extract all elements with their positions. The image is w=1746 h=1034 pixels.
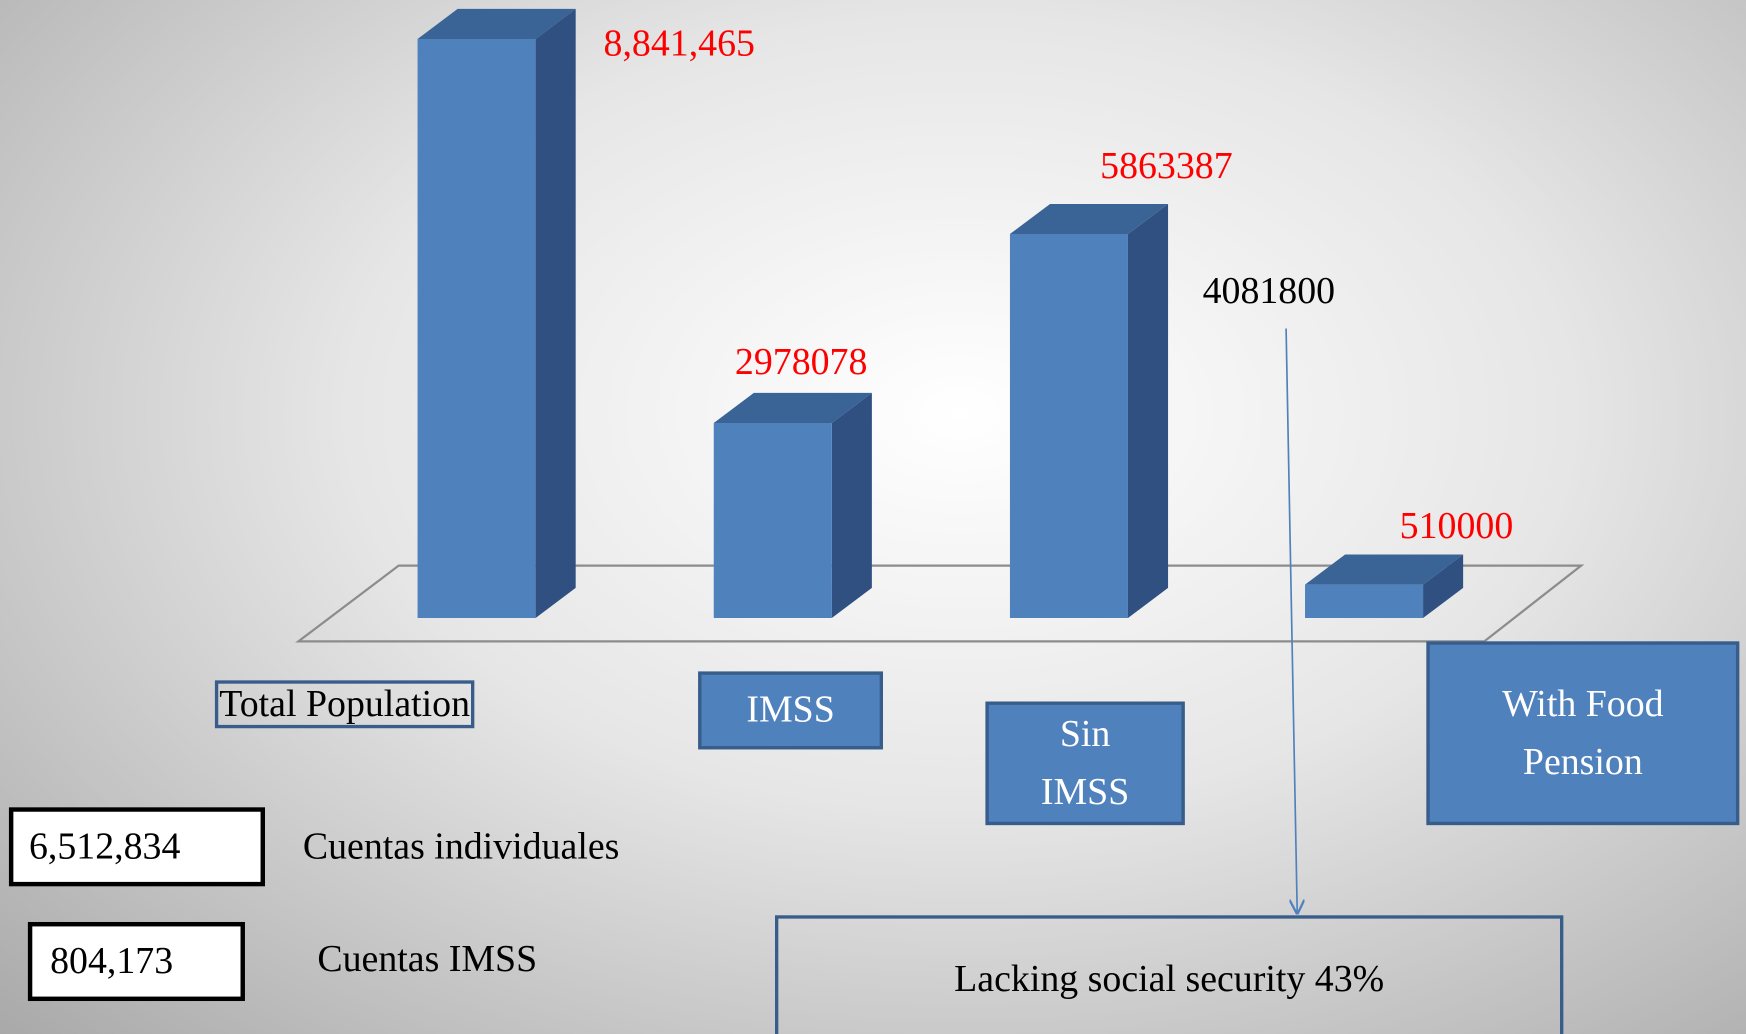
account-box: 6,512,834 xyxy=(8,807,266,887)
bar-side xyxy=(1127,203,1169,618)
category-box: IMSS xyxy=(698,671,884,750)
bar-top xyxy=(417,8,576,39)
bar-side xyxy=(1423,554,1464,618)
bar-top xyxy=(1305,554,1464,585)
bar-front xyxy=(417,38,536,618)
bar-side xyxy=(535,8,576,618)
bar xyxy=(417,8,576,618)
account-value: 804,173 xyxy=(50,940,174,982)
bars xyxy=(417,8,1464,618)
arrow xyxy=(1285,328,1297,913)
category-label: Sin IMSS xyxy=(1040,713,1130,813)
annotation-box: Lacking social security 43% xyxy=(774,915,1564,1034)
bar-front xyxy=(1009,234,1128,618)
category-label: IMSS xyxy=(746,689,835,731)
floor xyxy=(295,564,1585,643)
bar-side xyxy=(831,392,872,618)
bar xyxy=(1305,554,1464,618)
category-box: With Food Pension xyxy=(1426,641,1740,826)
value-label: 2978078 xyxy=(734,341,868,384)
account-value: 6,512,834 xyxy=(28,825,181,867)
value-label: 5863387 xyxy=(1100,145,1233,188)
category-label: With Food Pension xyxy=(1502,683,1664,783)
annotation: Lacking social security 43% xyxy=(954,958,1385,1000)
account-name: Cuentas IMSS xyxy=(317,938,538,980)
account-name: Cuentas individuales xyxy=(302,826,620,868)
value-label: 510000 xyxy=(1399,505,1514,547)
bar-front xyxy=(1305,584,1424,618)
category-box: Sin IMSS xyxy=(985,701,1185,826)
bar-front xyxy=(713,422,832,618)
value-label: 8,841,465 xyxy=(603,23,755,65)
category-label: Total Population xyxy=(219,683,471,725)
bar-top xyxy=(713,392,872,423)
account-box: 804,173 xyxy=(27,921,245,1002)
category-box: Total Population xyxy=(214,680,475,729)
annotation: 4081800 xyxy=(1202,270,1336,312)
bar-top xyxy=(1009,203,1169,235)
bar xyxy=(713,392,872,618)
bar xyxy=(1009,203,1169,618)
